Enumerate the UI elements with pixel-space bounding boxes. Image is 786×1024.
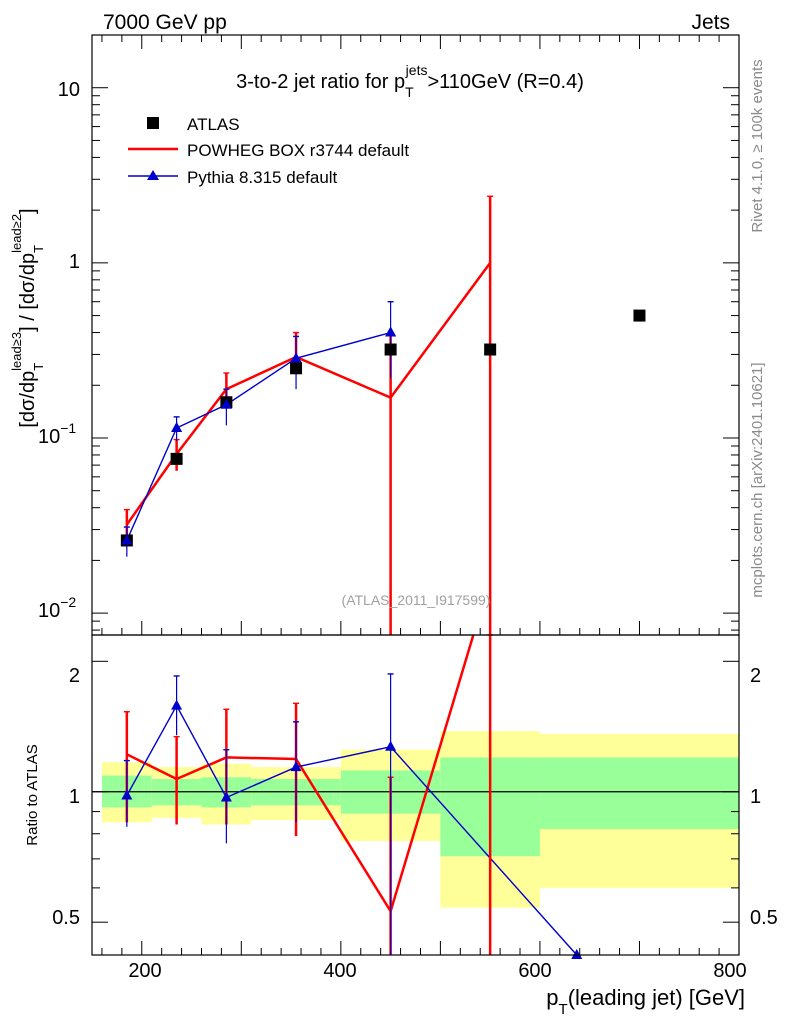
top-y-tick-1: 1 xyxy=(69,251,80,273)
x-tick-400: 400 xyxy=(323,960,356,982)
ratio-y-axis-label: Ratio to ATLAS xyxy=(24,744,41,845)
legend-pythia-marker xyxy=(147,170,159,180)
legend-atlas-marker xyxy=(147,117,159,129)
pythia-top-marker-overlay-3 xyxy=(290,352,302,363)
atlas-marker-3 xyxy=(290,362,303,375)
mcplots-label: mcplots.cern.ch [arXiv:2401.10621] xyxy=(749,362,766,597)
title-sub: T xyxy=(405,84,414,100)
x-tick-200: 200 xyxy=(128,960,161,982)
top-y-axis-label: [dσ/dpTlead≥3] / [dσ/dpTlead≥2] xyxy=(9,208,46,427)
pythia-ratio-marker-4 xyxy=(385,740,397,751)
ratio-band-inner-6 xyxy=(539,757,739,830)
top-y-tick-0.1: 10−1 xyxy=(38,420,76,448)
pythia-top-marker-overlay-4 xyxy=(385,326,397,337)
ylabel-a-sup: lead≥3 xyxy=(9,332,24,371)
top-y-tick-0.01-base: 10 xyxy=(38,600,60,622)
ylabel-b-sup: lead≥2 xyxy=(9,214,24,253)
top-y-tick-0.01: 10−2 xyxy=(38,594,76,622)
ratio-y-tick-labels: 2 1 0.5 2 1 0.5 xyxy=(52,665,778,929)
legend-pythia-label: Pythia 8.315 default xyxy=(187,168,338,187)
ylabel-b: ] / [dσ/dp xyxy=(17,253,39,332)
powheg-top-line xyxy=(125,262,492,526)
x-tick-800: 800 xyxy=(713,960,746,982)
title-sup: jets xyxy=(405,62,428,78)
header-right: Jets xyxy=(691,11,730,34)
top-y-tick-10: 10 xyxy=(58,79,80,101)
x-label-p: p xyxy=(546,985,558,1010)
top-y-tick-0.1-base: 10 xyxy=(38,426,60,448)
x-label-sub: T xyxy=(559,1001,568,1018)
ylabel-c: ] xyxy=(17,208,39,214)
atlas-marker-6 xyxy=(633,309,646,322)
ylabel-a: [dσ/dp xyxy=(17,371,39,428)
ratio-y-tick-1-right: 1 xyxy=(750,786,761,808)
ylabel-b-sub: T xyxy=(31,245,46,253)
legend-atlas-label: ATLAS xyxy=(187,115,240,134)
powheg-ratio-line xyxy=(126,634,475,915)
title-main: 3-to-2 jet ratio for p xyxy=(236,71,405,93)
top-y-tick-0.01-exp: −2 xyxy=(60,594,76,610)
pythia-top-marker-overlay-2 xyxy=(220,398,232,409)
pythia-ratio-line xyxy=(126,704,578,956)
ratio-y-tick-2-right: 2 xyxy=(750,665,761,687)
axis-ticks xyxy=(92,34,740,955)
series-lines xyxy=(125,262,578,956)
pythia-ratio-marker-0 xyxy=(121,789,133,800)
title-rest: >110GeV (R=0.4) xyxy=(427,71,583,93)
plot-title: 3-to-2 jet ratio for pTjets>110GeV (R=0.… xyxy=(236,62,584,100)
pythia-ratio-marker-5 xyxy=(571,949,583,959)
x-tick-600: 600 xyxy=(518,960,551,982)
ratio-y-tick-0.5-right: 0.5 xyxy=(750,907,778,929)
top-y-tick-labels: 10 1 10−1 10−2 xyxy=(38,79,80,622)
legend: ATLAS POWHEG BOX r3744 default Pythia 8.… xyxy=(128,115,409,187)
analysis-watermark: (ATLAS_2011_I917599) xyxy=(342,592,491,608)
ylabel-a-sub: T xyxy=(31,363,46,371)
header-left: 7000 GeV pp xyxy=(103,11,227,34)
pythia-ratio-marker-3 xyxy=(290,761,302,772)
pythia-top-marker-overlay-1 xyxy=(171,422,183,433)
x-axis-label: pT(leading jet) [GeV] xyxy=(546,985,745,1018)
atlas-marker-1 xyxy=(170,452,183,465)
rivet-label: Rivet 4.1.0, ≥ 100k events xyxy=(749,59,766,232)
x-tick-labels: 200 400 600 800 xyxy=(128,960,746,982)
pythia-top-marker-overlay-0 xyxy=(121,534,133,545)
atlas-marker-4 xyxy=(384,343,397,356)
ratio-y-tick-0.5: 0.5 xyxy=(52,907,80,929)
ratio-y-tick-2: 2 xyxy=(69,665,80,687)
x-label-rest: (leading jet) [GeV] xyxy=(568,985,745,1010)
pythia-ratio-marker-2 xyxy=(220,791,232,802)
ratio-y-tick-1: 1 xyxy=(69,786,80,808)
ratio-plot-frame xyxy=(91,634,740,956)
markers xyxy=(120,309,646,959)
top-y-tick-0.1-exp: −1 xyxy=(60,420,76,436)
atlas-marker-5 xyxy=(484,343,497,356)
legend-powheg-label: POWHEG BOX r3744 default xyxy=(187,141,409,160)
pythia-ratio-marker-1 xyxy=(171,699,183,710)
